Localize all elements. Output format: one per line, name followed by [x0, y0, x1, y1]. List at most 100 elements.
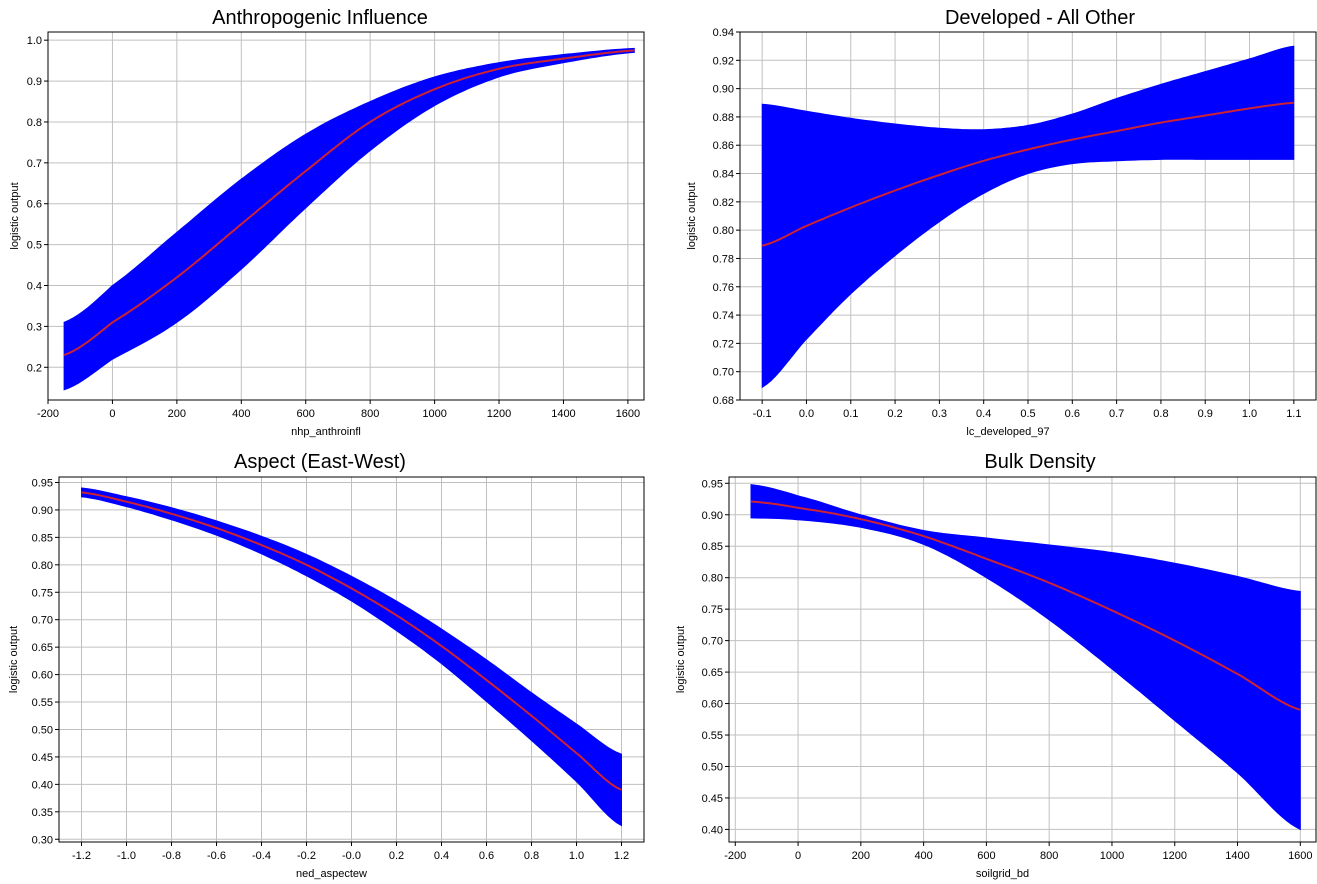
x-tick-label: -0.8 [162, 850, 181, 862]
y-tick-label: 0.3 [27, 321, 42, 333]
y-tick-label: 0.45 [702, 793, 723, 805]
x-tick-label: -1.2 [72, 850, 91, 862]
x-tick-label: -0.4 [252, 850, 271, 862]
y-tick-label: 0.85 [702, 541, 723, 553]
y-tick-label: 0.90 [702, 510, 723, 522]
x-tick-label: 1400 [1225, 850, 1249, 862]
x-tick-label: 0.4 [976, 408, 991, 420]
y-axis-label: logistic output [686, 182, 698, 249]
y-tick-label: 0.80 [702, 573, 723, 585]
y-tick-label: 0.80 [713, 225, 734, 237]
y-tick-label: 0.85 [32, 532, 53, 544]
y-tick-label: 0.35 [32, 807, 53, 819]
y-tick-label: 0.7 [27, 158, 42, 170]
mean-response-line [750, 500, 1301, 711]
x-tick-label: 0 [109, 408, 115, 420]
y-tick-label: 0.9 [27, 76, 42, 88]
x-tick-label: 800 [361, 408, 379, 420]
chart-title: Bulk Density [984, 451, 1095, 473]
y-tick-label: 0.95 [702, 478, 723, 490]
y-tick-label: 0.75 [32, 587, 53, 599]
y-tick-label: 0.6 [27, 199, 42, 211]
y-tick-label: 0.8 [27, 117, 42, 129]
y-tick-label: 0.65 [702, 667, 723, 679]
y-tick-label: 0.5 [27, 240, 42, 252]
x-tick-label: -0.1 [753, 408, 772, 420]
x-tick-label: 600 [297, 408, 315, 420]
y-tick-label: 0.70 [32, 615, 53, 627]
y-tick-label: 0.60 [702, 699, 723, 711]
y-tick-label: 0.50 [32, 724, 53, 736]
x-tick-label: 1400 [551, 408, 575, 420]
x-tick-label: 400 [232, 408, 250, 420]
x-tick-label: 1200 [487, 408, 511, 420]
x-tick-label: -0.2 [297, 850, 316, 862]
confidence-band [63, 47, 635, 391]
y-tick-label: 0.92 [713, 55, 734, 67]
y-tick-label: 0.4 [27, 281, 42, 293]
x-tick-label: 200 [852, 850, 870, 862]
x-tick-label: 600 [977, 850, 995, 862]
x-tick-label: 200 [168, 408, 186, 420]
x-tick-label: 1200 [1163, 850, 1187, 862]
y-tick-label: 0.95 [32, 477, 53, 489]
x-tick-label: 0.7 [1109, 408, 1124, 420]
x-tick-label: 1.0 [569, 850, 584, 862]
x-tick-label: 0.8 [1153, 408, 1168, 420]
y-tick-label: 0.84 [713, 169, 734, 181]
mean-response-line [761, 101, 1294, 247]
y-tick-label: 0.90 [713, 84, 734, 96]
y-tick-label: 0.90 [32, 505, 53, 517]
x-tick-label: 0.2 [887, 408, 902, 420]
x-tick-label: -0.0 [342, 850, 361, 862]
y-tick-label: 0.65 [32, 642, 53, 654]
y-tick-label: 0.70 [713, 367, 734, 379]
y-tick-label: 0.60 [32, 670, 53, 682]
confidence-band [761, 45, 1295, 389]
x-tick-label: 1600 [1288, 850, 1312, 862]
x-tick-label: -200 [724, 850, 746, 862]
y-tick-label: 0.74 [713, 310, 734, 322]
x-tick-label: 0.6 [1065, 408, 1080, 420]
plot-frame [47, 31, 645, 401]
mean-response-line [63, 49, 635, 356]
x-tick-label: 0.5 [1020, 408, 1035, 420]
x-tick-label: 1.1 [1286, 408, 1301, 420]
x-tick-label: -0.6 [207, 850, 226, 862]
y-tick-label: 0.76 [713, 282, 734, 294]
y-tick-label: 0.50 [702, 761, 723, 773]
x-tick-label: 0.9 [1198, 408, 1213, 420]
x-tick-label: 0.2 [389, 850, 404, 862]
x-tick-label: 400 [914, 850, 932, 862]
y-tick-label: 0.40 [702, 824, 723, 836]
y-tick-label: 0.68 [713, 395, 734, 407]
y-tick-label: 0.94 [713, 27, 734, 39]
y-tick-label: 0.80 [32, 560, 53, 572]
chart-panel-3: Aspect (East-West) -1.2 -1.0 -0.8 -0.6 -0.4 -0… [8, 451, 645, 880]
chart-panel-4: Bulk Density -200 0 200 400 600 800 1000 1200 140… [675, 451, 1317, 880]
y-tick-label: 0.82 [713, 197, 734, 209]
x-axis-label: nhp_anthroinfl [291, 426, 361, 438]
x-tick-label: 0.3 [932, 408, 947, 420]
y-tick-label: 0.2 [27, 362, 42, 374]
y-tick-label: 1.0 [27, 35, 42, 47]
x-tick-label: -200 [37, 408, 59, 420]
x-tick-label: 0.0 [799, 408, 814, 420]
y-tick-label: 0.55 [702, 730, 723, 742]
x-tick-label: 0.4 [434, 850, 449, 862]
y-tick-label: 0.30 [32, 834, 53, 846]
x-axis-label: lc_developed_97 [966, 426, 1049, 438]
chart-panel-2: Developed - All Other -0.1 0.0 0.1 0.2 0.3 0.4… [686, 7, 1317, 438]
x-tick-label: 0.1 [843, 408, 858, 420]
y-tick-label: 0.72 [713, 338, 734, 350]
y-tick-label: 0.45 [32, 752, 53, 764]
y-tick-label: 0.55 [32, 697, 53, 709]
x-tick-label: 1000 [1100, 850, 1124, 862]
confidence-band [750, 484, 1301, 831]
y-tick-label: 0.70 [702, 636, 723, 648]
chart-title: Aspect (East-West) [234, 451, 406, 473]
x-tick-label: 0 [795, 850, 801, 862]
x-tick-label: 1600 [616, 408, 640, 420]
mean-response-line [81, 491, 622, 791]
